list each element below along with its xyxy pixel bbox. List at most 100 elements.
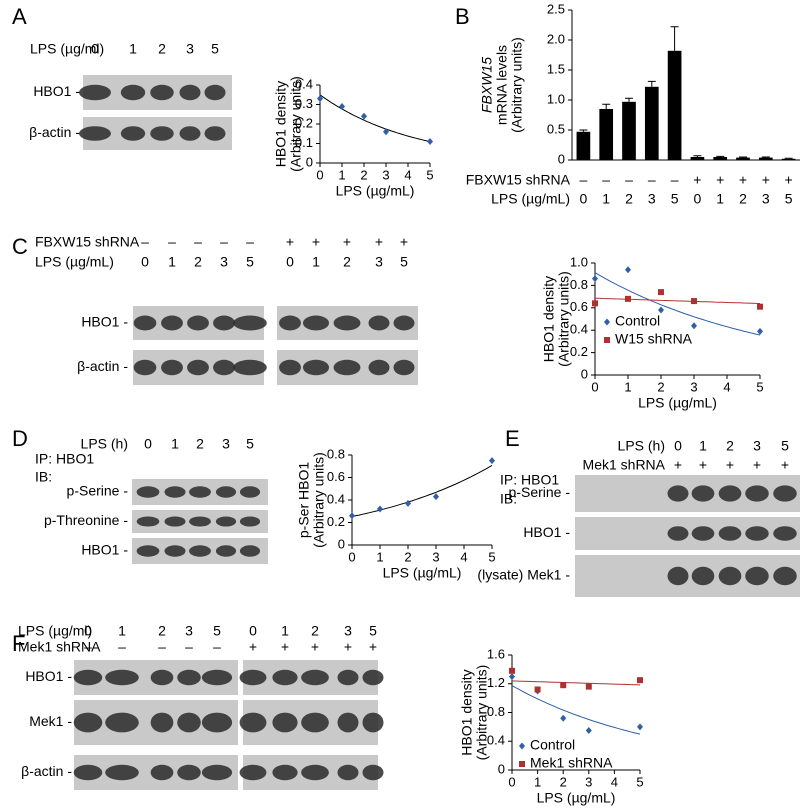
blot-band [279, 359, 301, 376]
legend-marker [604, 318, 610, 326]
header-value: + [375, 234, 383, 250]
y-tick-label: 0.6 [570, 299, 588, 314]
blot-band [215, 545, 237, 557]
x-tick-label: 0 [591, 379, 598, 394]
row-label: p-Serine - [509, 484, 571, 500]
header-value: 1 [312, 254, 320, 270]
header-value: 1 [171, 436, 179, 452]
trend-line [319, 94, 431, 143]
legend-label: Mek1 shRNA [530, 755, 613, 771]
row-label: HBO1 - [81, 542, 128, 558]
header-value: – [141, 234, 149, 250]
header-value: + [369, 639, 377, 655]
row-label: β-actin - [29, 124, 80, 140]
header-value: 3 [220, 254, 228, 270]
error-bar [761, 156, 770, 158]
blot-band [201, 669, 233, 686]
blot-band [150, 764, 174, 781]
row-label: HBO1 - [25, 668, 72, 684]
group-label: FBXW15 shRNA [466, 172, 571, 188]
blot-band [337, 669, 359, 686]
blot-band [161, 315, 183, 331]
group-value: + [716, 172, 724, 188]
blot-band [213, 359, 235, 376]
marker [592, 275, 598, 283]
x-axis-label: LPS (µg/mL) [537, 790, 616, 806]
header-value: + [311, 639, 319, 655]
x-tick-label: 5 [426, 167, 433, 182]
marker [757, 327, 763, 335]
header-value: + [312, 234, 320, 250]
blot-band [177, 712, 201, 733]
marker [592, 300, 598, 307]
header-value: 2 [194, 254, 202, 270]
error-bar [739, 156, 747, 158]
y-tick-label: 0 [581, 366, 588, 381]
blot-band [164, 516, 186, 527]
bar [599, 109, 614, 160]
x-tick-label: 5 [488, 549, 495, 564]
header-value: – [213, 639, 221, 655]
header-label: FBXW15 shRNA [35, 234, 140, 250]
header-value: 2 [343, 254, 351, 270]
category-label: 1 [716, 191, 724, 207]
blot-band [337, 764, 359, 781]
y-axis-label: HBO1 density [273, 81, 289, 167]
header-value: 5 [369, 623, 377, 639]
header-value: – [168, 234, 176, 250]
error-bar [647, 80, 656, 87]
error-bar [579, 129, 588, 132]
blot-band [120, 84, 146, 101]
header-label: Mek1 shRNA [18, 639, 101, 655]
category-label: 0 [694, 191, 702, 207]
x-tick-label: 4 [460, 549, 467, 564]
marker [691, 298, 697, 305]
x-tick-label: 4 [611, 774, 618, 789]
category-label: 2 [739, 191, 747, 207]
y-tick-label: 2.5 [547, 1, 565, 16]
marker [658, 289, 664, 296]
blot-band [187, 359, 209, 376]
blot-band [691, 485, 715, 502]
header-value: – [158, 639, 166, 655]
blot-band [272, 712, 298, 733]
x-axis-label: LPS (µg/mL) [638, 395, 717, 411]
category-label: 3 [648, 191, 656, 207]
blot-band [150, 669, 174, 686]
row-label: Mek1 - [29, 713, 72, 729]
note: IP: HBO1 [500, 472, 559, 488]
blot-band [362, 669, 384, 686]
blot-band [301, 669, 329, 686]
category-label: 5 [671, 191, 679, 207]
blot-band [667, 566, 689, 586]
panel-label: E [505, 426, 520, 451]
header-value: + [343, 234, 351, 250]
blot-band [164, 486, 186, 498]
category-label: 1 [602, 191, 610, 207]
error-bar [693, 155, 702, 157]
marker [509, 667, 515, 674]
blot-band [393, 359, 415, 376]
blot-band [368, 315, 390, 331]
header-value: 0 [84, 623, 92, 639]
header-value: + [344, 639, 352, 655]
panel-label: B [455, 4, 470, 29]
y-axis-label: (Arbitrary units) [509, 37, 525, 133]
y-tick-label: 0.1 [295, 135, 313, 150]
blot-band [691, 566, 715, 586]
blot-band [105, 764, 139, 781]
header-value: 3 [185, 623, 193, 639]
header-value: 2 [311, 623, 319, 639]
x-tick-label: 3 [690, 379, 697, 394]
blot-band [272, 669, 298, 686]
blot-band [362, 764, 384, 781]
blot-band [189, 486, 211, 498]
blot-band [136, 516, 160, 527]
blot-band [201, 712, 233, 733]
header-value: 0 [286, 254, 294, 270]
header-value: 5 [400, 254, 408, 270]
blot-band [79, 84, 111, 101]
blot-band [302, 359, 330, 376]
blot-band [745, 485, 769, 502]
